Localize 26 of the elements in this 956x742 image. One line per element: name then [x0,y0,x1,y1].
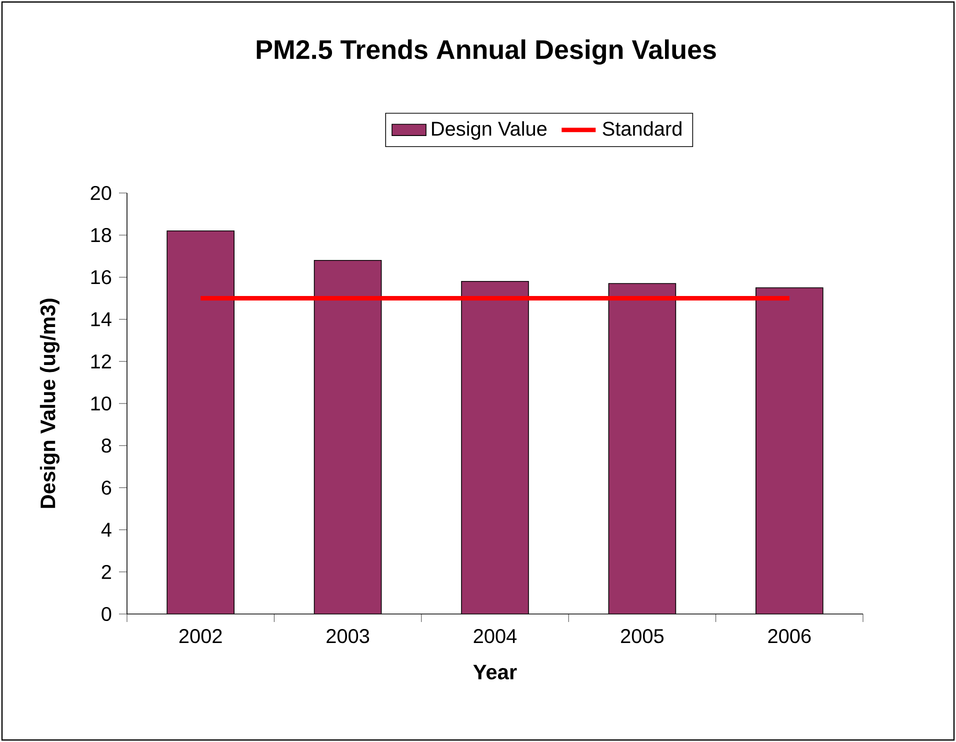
y-tick-label: 2 [102,564,111,579]
y-axis-title: Design Value (ug/m3) [40,298,60,508]
bar [314,260,382,614]
y-tick-label: 4 [101,522,112,537]
bar [167,230,234,614]
y-tick-label: 12 [91,354,111,368]
y-tick-label: 14 [91,312,112,326]
bar [462,281,528,614]
y-tick-label: 8 [102,438,112,453]
y-tick-label: 20 [90,186,112,200]
y-tick-label: 0 [102,606,112,622]
y-tick-label: 16 [91,270,112,284]
bar [608,284,676,614]
x-tick-label: 2003 [326,629,370,644]
y-tick-label: 6 [102,480,112,495]
x-tick-label: 2005 [621,629,664,644]
legend-label: Standard [602,121,682,136]
legend-label: Design Value [432,121,547,140]
chart-title: PM2.5 Trends Annual Design Values [256,39,716,65]
x-tick-label: 2006 [768,629,811,644]
x-tick-label: 2004 [474,629,517,644]
bar [756,287,824,614]
y-tick-label: 18 [91,228,112,242]
y-tick-label: 10 [91,396,112,411]
x-tick-label: 2002 [179,629,222,644]
x-axis-title: Year [473,664,517,680]
